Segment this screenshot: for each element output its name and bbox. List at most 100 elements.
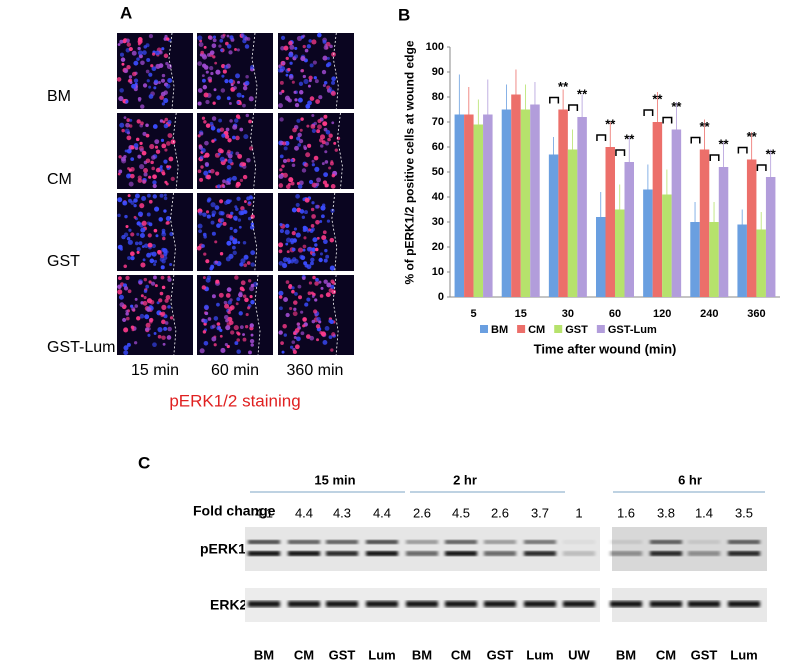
nucleus bbox=[116, 77, 122, 82]
nucleus bbox=[329, 44, 333, 49]
bar bbox=[530, 104, 540, 297]
nucleus bbox=[169, 316, 174, 320]
nucleus bbox=[303, 78, 309, 85]
nucleus bbox=[250, 250, 256, 256]
bar bbox=[454, 114, 465, 297]
row-label: BM bbox=[47, 88, 71, 105]
nucleus bbox=[328, 87, 332, 91]
blot-strip bbox=[245, 527, 600, 571]
nucleus bbox=[161, 319, 166, 325]
nucleus bbox=[160, 91, 166, 97]
blot-strip bbox=[612, 527, 767, 571]
nucleus bbox=[249, 196, 254, 200]
nucleus bbox=[229, 199, 233, 203]
nucleus bbox=[288, 284, 293, 288]
nucleus bbox=[239, 127, 244, 132]
nucleus bbox=[298, 81, 304, 86]
nucleus bbox=[140, 262, 146, 268]
nucleus bbox=[167, 78, 173, 84]
nucleus bbox=[298, 90, 304, 95]
nucleus bbox=[150, 160, 154, 165]
nucleus bbox=[225, 180, 230, 186]
image-bg bbox=[197, 275, 273, 355]
nucleus bbox=[328, 335, 333, 340]
nucleus bbox=[150, 64, 154, 68]
nucleus bbox=[199, 177, 204, 182]
wound-edge bbox=[251, 192, 258, 272]
nucleus bbox=[234, 217, 238, 221]
nucleus bbox=[220, 48, 224, 52]
nucleus bbox=[226, 96, 231, 101]
nucleus bbox=[121, 128, 125, 133]
wound-edge bbox=[331, 192, 338, 272]
nucleus bbox=[139, 313, 145, 319]
y-tick-label: 50 bbox=[432, 166, 444, 178]
nucleus bbox=[163, 53, 169, 59]
lane-label: CM bbox=[451, 647, 471, 662]
nucleus bbox=[231, 245, 236, 250]
nucleus bbox=[117, 289, 123, 295]
nucleus bbox=[291, 163, 296, 168]
nucleus bbox=[126, 42, 132, 47]
nucleus bbox=[308, 75, 313, 80]
nucleus bbox=[294, 46, 298, 50]
nucleus bbox=[247, 306, 251, 310]
band bbox=[650, 601, 682, 607]
nucleus bbox=[128, 181, 134, 187]
wound-edge bbox=[254, 274, 261, 356]
nucleus bbox=[211, 336, 217, 342]
nucleus bbox=[212, 324, 216, 329]
nucleus bbox=[331, 76, 336, 82]
nucleus bbox=[319, 252, 323, 256]
nucleus bbox=[143, 172, 148, 177]
nucleus bbox=[249, 323, 254, 328]
nucleus bbox=[199, 131, 204, 136]
nucleus bbox=[233, 86, 237, 90]
nucleus bbox=[290, 240, 294, 245]
nucleus bbox=[315, 277, 319, 282]
nucleus bbox=[322, 121, 328, 127]
nucleus bbox=[148, 199, 153, 204]
nucleus bbox=[282, 262, 286, 266]
nucleus bbox=[291, 247, 296, 252]
nucleus bbox=[307, 291, 312, 296]
nucleus bbox=[138, 241, 143, 246]
bar bbox=[473, 124, 484, 297]
lane-label: Lum bbox=[730, 647, 757, 662]
nucleus bbox=[331, 289, 337, 295]
nucleus bbox=[308, 39, 312, 43]
nucleus bbox=[232, 124, 238, 130]
nucleus bbox=[250, 343, 254, 347]
nucleus bbox=[204, 162, 210, 167]
bar bbox=[520, 109, 531, 297]
nucleus bbox=[203, 120, 207, 124]
nucleus bbox=[246, 261, 251, 265]
nucleus bbox=[205, 277, 211, 283]
nucleus bbox=[136, 250, 140, 254]
panel-label: C bbox=[138, 453, 150, 472]
nucleus bbox=[240, 280, 246, 286]
nucleus bbox=[137, 178, 143, 183]
nucleus bbox=[330, 348, 334, 352]
nucleus bbox=[219, 222, 223, 226]
bar bbox=[643, 189, 653, 297]
nucleus bbox=[313, 155, 319, 161]
nucleus bbox=[152, 183, 157, 189]
nucleus bbox=[146, 79, 150, 83]
bar bbox=[699, 149, 710, 297]
nucleus bbox=[289, 306, 293, 311]
nucleus bbox=[152, 180, 157, 185]
nucleus bbox=[239, 178, 244, 183]
nucleus bbox=[323, 279, 328, 284]
nucleus bbox=[307, 84, 311, 88]
nucleus bbox=[164, 148, 168, 152]
nucleus bbox=[149, 144, 155, 150]
nucleus bbox=[208, 35, 213, 41]
nucleus bbox=[244, 325, 249, 329]
nucleus bbox=[196, 245, 202, 251]
nucleus bbox=[289, 135, 294, 140]
nucleus bbox=[223, 314, 229, 320]
nucleus bbox=[147, 333, 151, 337]
nucleus bbox=[149, 319, 153, 324]
nucleus bbox=[212, 38, 217, 43]
